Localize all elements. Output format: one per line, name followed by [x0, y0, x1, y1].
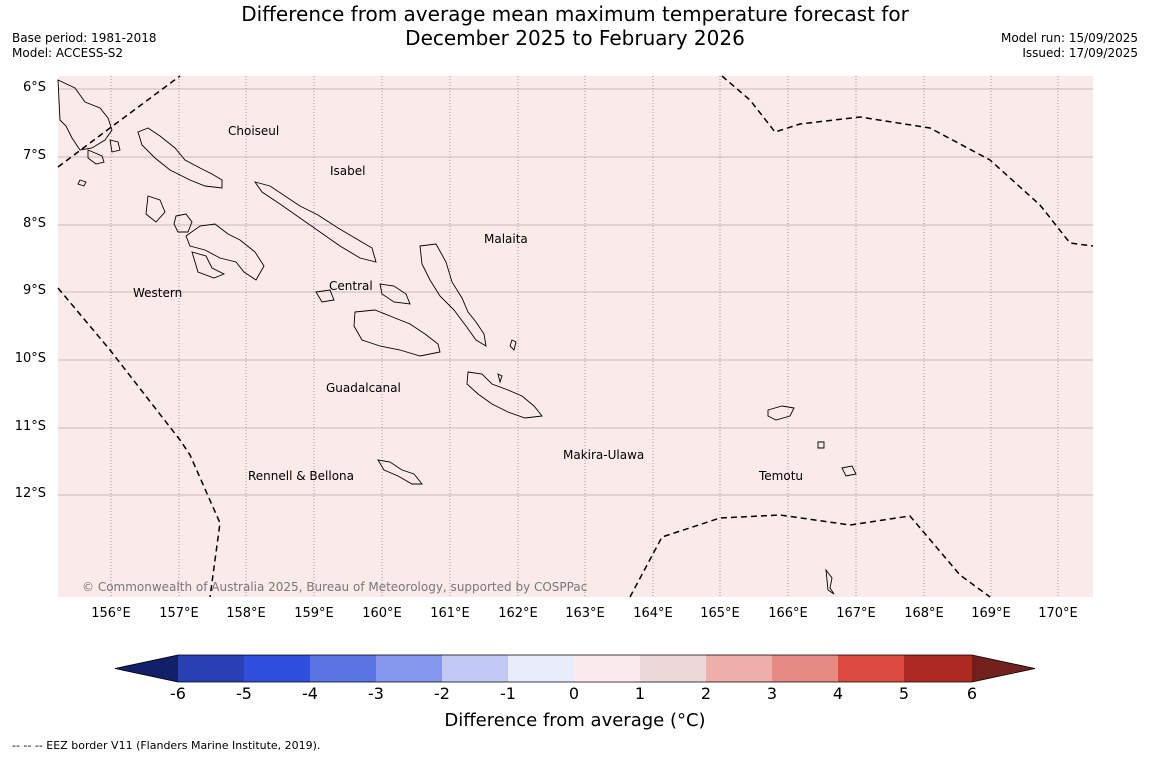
- colorbar-bin: [772, 655, 838, 682]
- colorbar-bin: [442, 655, 508, 682]
- copyright-notice: © Commonwealth of Australia 2025, Bureau…: [82, 580, 588, 594]
- base-period-info: Base period: 1981-2018 Model: ACCESS-S2: [12, 31, 157, 61]
- colorbar-tick: 6: [966, 684, 978, 703]
- colorbar-bin: [178, 655, 244, 682]
- colorbar-tick: 2: [700, 684, 712, 703]
- region-label-malaita: Malaita: [484, 232, 528, 246]
- colorbar-tick: -3: [368, 684, 384, 703]
- colorbar-upper-extend: [972, 655, 1035, 682]
- lon-label-162e: 162°E: [498, 606, 538, 621]
- colorbar-tick: -5: [236, 684, 252, 703]
- lon-label-165e: 165°E: [700, 606, 740, 621]
- lat-label-6s: 6°S: [22, 80, 46, 95]
- colorbar-tick: -1: [500, 684, 516, 703]
- lat-label-9s: 9°S: [22, 283, 46, 298]
- map-background: [58, 76, 1093, 597]
- lon-label-158e: 158°E: [226, 606, 266, 621]
- region-label-choiseul: Choiseul: [228, 124, 280, 138]
- lon-label-160e: 160°E: [362, 606, 402, 621]
- colorbar-tick: -4: [302, 684, 318, 703]
- colorbar-bin: [838, 655, 904, 682]
- colorbar-tick: 5: [898, 684, 910, 703]
- lon-label-156e: 156°E: [91, 606, 131, 621]
- colorbar: [114, 654, 1036, 683]
- title-line-2: December 2025 to February 2026: [405, 26, 745, 50]
- region-label-makira-ulawa: Makira-Ulawa: [563, 448, 645, 462]
- lat-label-11s: 11°S: [14, 419, 46, 434]
- colorbar-tick: 1: [634, 684, 646, 703]
- region-label-rennell-bellona: Rennell & Bellona: [248, 469, 355, 483]
- colorbar-bin: [508, 655, 574, 682]
- lon-label-163e: 163°E: [565, 606, 605, 621]
- lat-label-8s: 8°S: [22, 216, 46, 231]
- lon-label-169e: 169°E: [971, 606, 1011, 621]
- colorbar-bin: [574, 655, 640, 682]
- colorbar-tick: 4: [832, 684, 844, 703]
- eez-border: [57, 75, 1094, 598]
- colorbar-bin: [640, 655, 706, 682]
- lat-label-10s: 10°S: [14, 351, 46, 366]
- lat-label-7s: 7°S: [22, 148, 46, 163]
- colorbar-lower-extend: [115, 655, 178, 682]
- colorbar-bin: [706, 655, 772, 682]
- title-line-1: Difference from average mean maximum tem…: [241, 2, 909, 26]
- lon-label-168e: 168°E: [904, 606, 944, 621]
- lon-label-157e: 157°E: [159, 606, 199, 621]
- model-run-info: Model run: 15/09/2025 Issued: 17/09/2025: [1001, 31, 1138, 61]
- colorbar-bin: [310, 655, 376, 682]
- region-label-guadalcanal: Guadalcanal: [326, 381, 401, 395]
- lon-label-159e: 159°E: [294, 606, 334, 621]
- model-text: Model: ACCESS-S2: [12, 46, 124, 60]
- eez-legend-footnote: -- -- -- EEZ border V11 (Flanders Marine…: [12, 739, 321, 752]
- colorbar-bin: [376, 655, 442, 682]
- colorbar-tick: 3: [766, 684, 778, 703]
- lon-label-170e: 170°E: [1038, 606, 1078, 621]
- base-period-text: Base period: 1981-2018: [12, 31, 157, 45]
- colorbar-title: Difference from average (°C): [444, 710, 706, 731]
- island-coastlines: [57, 79, 857, 595]
- region-label-temotu: Temotu: [759, 469, 804, 483]
- lat-label-12s: 12°S: [14, 486, 46, 501]
- lon-label-166e: 166°E: [768, 606, 808, 621]
- model-run-text: Model run: 15/09/2025: [1000, 31, 1138, 45]
- map-title: Difference from average mean maximum tem…: [0, 2, 1150, 50]
- colorbar-bin: [904, 655, 972, 682]
- region-label-isabel: Isabel: [330, 164, 366, 178]
- lon-label-161e: 161°E: [430, 606, 470, 621]
- issued-text: Issued: 17/09/2025: [1022, 46, 1138, 60]
- colorbar-bin: [244, 655, 310, 682]
- lon-label-167e: 167°E: [836, 606, 876, 621]
- latitude-gridlines: [58, 88, 1093, 496]
- colorbar-tick: -6: [170, 684, 186, 703]
- region-label-western: Western: [133, 286, 183, 300]
- lon-label-164e: 164°E: [633, 606, 673, 621]
- colorbar-tick: -2: [434, 684, 450, 703]
- region-label-central: Central: [329, 279, 373, 293]
- colorbar-tick: 0: [568, 684, 580, 703]
